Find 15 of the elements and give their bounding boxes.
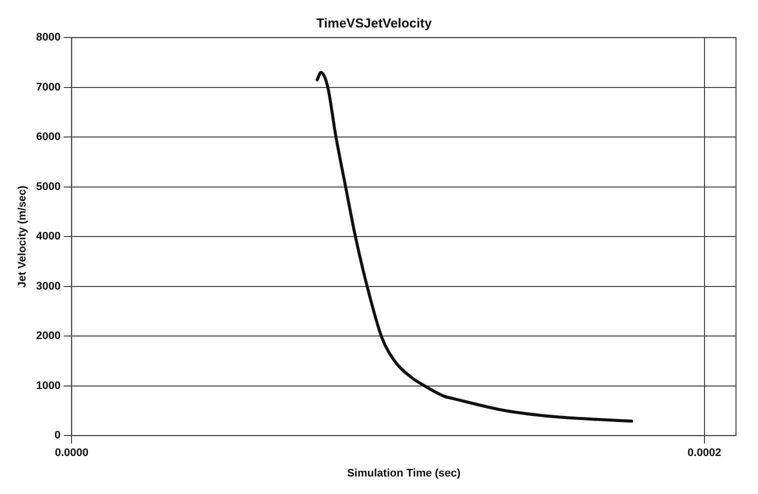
y-tick-label: 5000 bbox=[36, 180, 61, 193]
y-tick-label: 3000 bbox=[36, 280, 61, 292]
chart-title: TimeVSJetVelocity bbox=[316, 15, 432, 30]
y-tick-label: 0 bbox=[54, 430, 61, 442]
y-tick-label: 2000 bbox=[36, 330, 61, 342]
y-tick-label: 6000 bbox=[36, 131, 61, 144]
y-axis-title: Jet Velocity (m/sec) bbox=[16, 185, 29, 288]
x-tick-label: 0.0002 bbox=[688, 447, 722, 460]
y-tick-label: 1000 bbox=[36, 380, 61, 392]
line-series bbox=[316, 70, 634, 423]
y-tick-label: 4000 bbox=[36, 230, 61, 243]
y-tick-label: 7000 bbox=[36, 81, 61, 94]
x-axis-title: Simulation Time (sec) bbox=[347, 467, 461, 480]
y-tick-label: 8000 bbox=[36, 32, 61, 44]
x-tick-label: 0.0000 bbox=[54, 447, 88, 460]
